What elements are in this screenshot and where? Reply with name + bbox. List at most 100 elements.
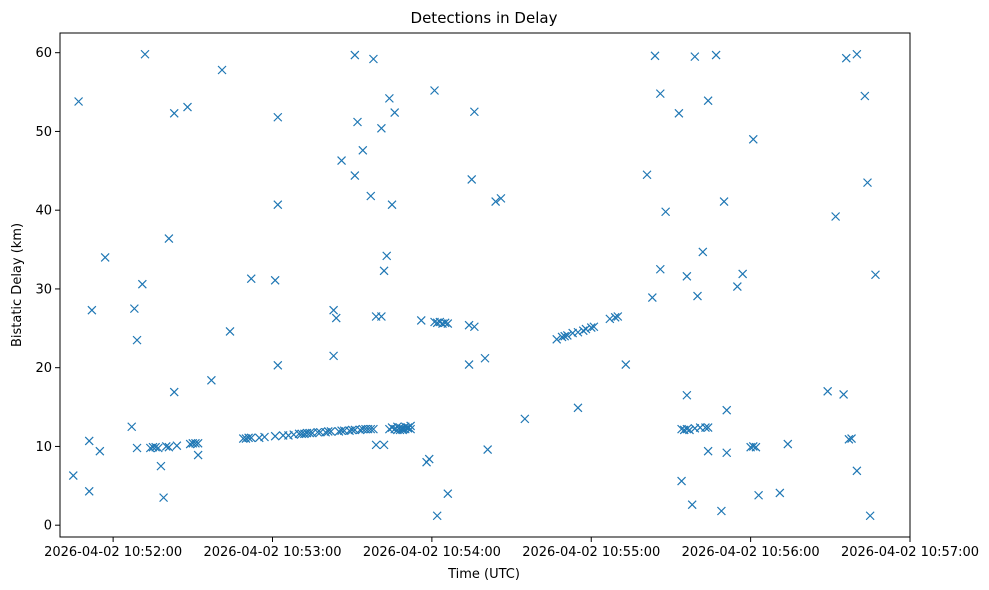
data-point [406, 424, 416, 434]
data-point [613, 312, 623, 321]
data-point [480, 353, 490, 363]
data-point [573, 327, 583, 337]
x-tick-label: 2026-04-02 10:52:00 [44, 545, 182, 560]
data-point [193, 450, 203, 460]
x-tick-label: 2026-04-02 10:56:00 [682, 545, 820, 560]
data-point [496, 193, 506, 203]
data-point [520, 414, 530, 424]
data-point [738, 269, 748, 279]
data-point [246, 433, 256, 443]
data-point [270, 431, 280, 441]
data-point [469, 107, 479, 117]
data-point [783, 439, 793, 449]
data-point [390, 108, 400, 117]
data-point [647, 293, 657, 303]
data-point [682, 271, 692, 281]
data-point [169, 108, 179, 118]
data-point [703, 423, 713, 432]
data-point [193, 438, 203, 448]
x-tick-label: 2026-04-02 10:55:00 [522, 545, 660, 560]
data-point [337, 156, 346, 165]
data-point [246, 274, 256, 284]
data-point [87, 305, 97, 315]
data-point [164, 234, 174, 243]
data-point [379, 440, 389, 450]
data-point [578, 326, 588, 336]
data-point [379, 266, 389, 276]
data-point [711, 50, 721, 60]
data-point [159, 493, 169, 503]
data-point [273, 360, 283, 370]
data-point [443, 489, 453, 499]
data-point [376, 312, 386, 321]
data-point [698, 247, 708, 257]
data-point [132, 443, 142, 453]
data-point [844, 434, 854, 444]
data-point [586, 323, 596, 332]
data-point [841, 53, 851, 63]
data-point [376, 123, 386, 133]
data-point [650, 51, 660, 61]
data-point [467, 175, 477, 184]
y-axis: 0 10 20 30 40 50 60 [35, 46, 60, 534]
data-point [690, 52, 700, 62]
data-point [329, 351, 339, 361]
data-point [642, 170, 652, 180]
data-point [387, 200, 397, 210]
data-point [701, 423, 710, 432]
data-point [661, 207, 671, 217]
data-point [153, 443, 163, 453]
data-point [331, 313, 341, 323]
y-tick-label: 30 [35, 282, 52, 297]
data-point [406, 421, 416, 431]
data-point [552, 334, 562, 344]
data-point [562, 330, 572, 340]
data-point [443, 319, 453, 329]
data-point [260, 432, 269, 442]
data-point [839, 390, 849, 399]
y-tick-label: 40 [35, 204, 52, 219]
data-point [605, 314, 615, 324]
data-point [687, 500, 697, 510]
data-point [424, 454, 434, 464]
data-point [217, 65, 227, 75]
data-point [358, 145, 368, 155]
y-axis-label: Bistatic Delay (km) [10, 223, 25, 347]
data-point [754, 490, 764, 500]
y-tick-label: 60 [35, 46, 52, 61]
data-point [84, 436, 94, 446]
data-point [161, 442, 171, 451]
data-point [693, 291, 702, 301]
data-point [719, 197, 729, 206]
scatter-points [68, 49, 880, 521]
data-point [273, 200, 283, 210]
data-point [823, 386, 833, 396]
x-axis-label: Time (UTC) [447, 567, 520, 582]
data-point [74, 97, 84, 106]
data-point [68, 471, 78, 480]
data-point [366, 424, 376, 434]
data-point [871, 270, 880, 280]
data-point [581, 324, 591, 334]
data-point [225, 327, 235, 336]
data-point [273, 112, 283, 122]
data-point [655, 264, 665, 274]
data-point [464, 320, 474, 330]
x-axis: 2026-04-02 10:52:00 2026-04-02 10:53:00 20… [44, 537, 979, 560]
data-point [716, 506, 726, 516]
data-point [655, 89, 665, 99]
data-point [483, 445, 493, 455]
data-point [151, 442, 161, 452]
data-point [350, 50, 360, 60]
data-point [416, 316, 426, 325]
data-point [137, 279, 147, 289]
data-point [560, 331, 570, 341]
data-point [164, 442, 174, 452]
data-point [722, 405, 732, 415]
x-tick-label: 2026-04-02 10:53:00 [203, 545, 341, 560]
data-point [573, 403, 583, 413]
data-point [860, 91, 870, 101]
data-point [775, 488, 785, 498]
x-tick-label: 2026-04-02 10:57:00 [841, 545, 979, 560]
data-point [748, 134, 758, 144]
